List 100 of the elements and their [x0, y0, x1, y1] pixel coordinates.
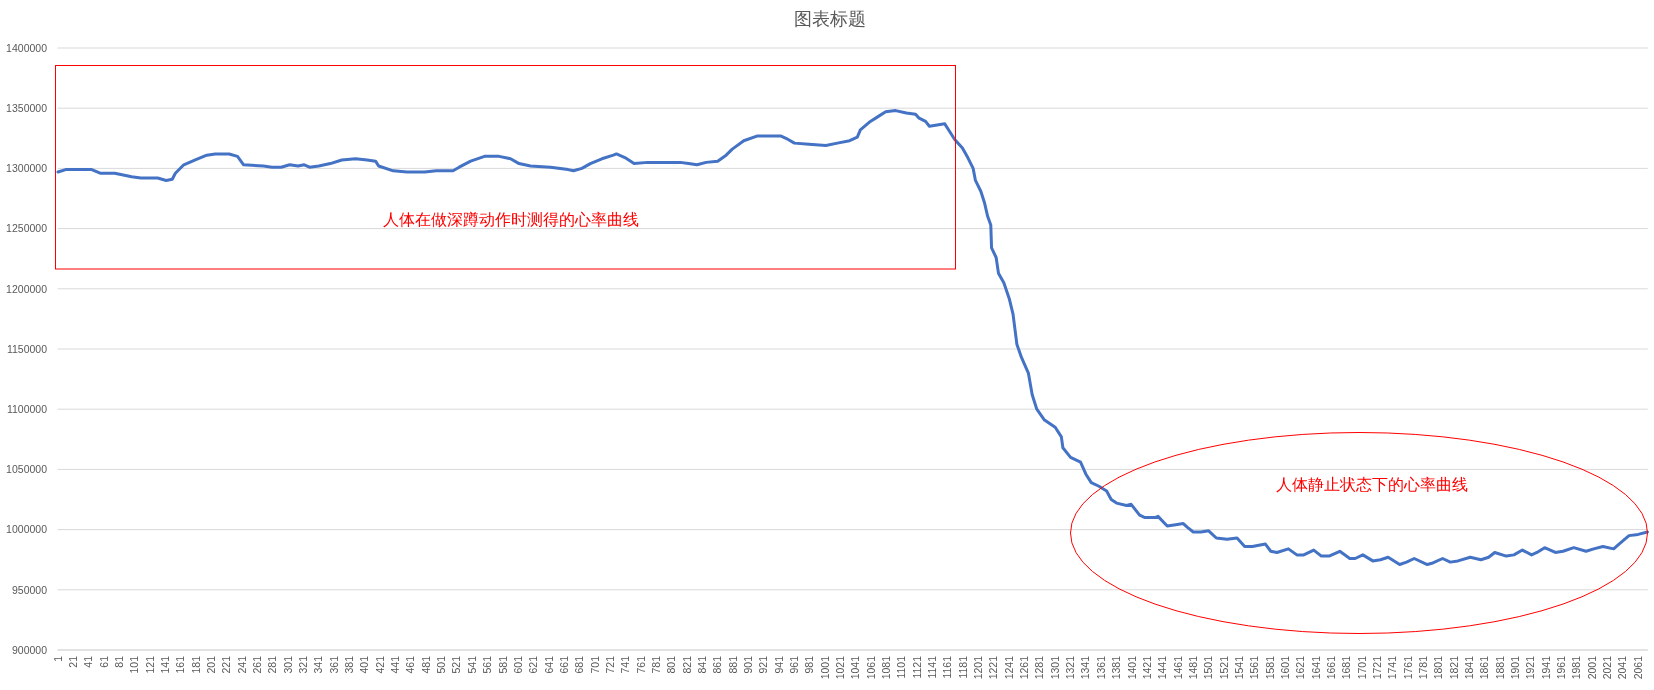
y-tick-label: 1200000 [6, 282, 48, 295]
x-tick-label: 881 [726, 655, 739, 674]
x-tick-label: 1041 [849, 655, 862, 680]
x-tick-label: 1301 [1048, 655, 1061, 680]
x-tick-label: 241 [235, 655, 248, 674]
x-tick-label: 941 [772, 655, 785, 674]
y-tick-label: 1000000 [6, 523, 48, 536]
x-tick-label: 801 [665, 655, 678, 674]
x-tick-label: 1981 [1570, 655, 1583, 680]
x-tick-label: 141 [158, 655, 171, 674]
x-tick-label: 481 [419, 655, 432, 674]
line-series [56, 109, 1649, 567]
x-tick-label: 1381 [1110, 655, 1123, 680]
y-tick-label: 900000 [11, 643, 48, 656]
x-tick-label: 921 [757, 655, 770, 674]
x-tick-label: 841 [695, 655, 708, 674]
x-tick-label: 1181 [956, 655, 969, 679]
x-tick-label: 1501 [1202, 655, 1215, 680]
y-tick-label: 1250000 [6, 222, 48, 235]
x-tick-label: 1661 [1324, 655, 1337, 680]
x-tick-label: 2061 [1631, 655, 1644, 680]
x-tick-label: 741 [619, 655, 632, 674]
x-tick-label: 781 [649, 655, 662, 674]
x-tick-label: 1 [51, 655, 64, 662]
x-tick-label: 1641 [1309, 655, 1322, 680]
x-tick-label: 1621 [1294, 655, 1307, 680]
x-tick-label: 1461 [1171, 655, 1184, 680]
x-tick-label: 321 [297, 655, 310, 674]
annotation: 人体在做深蹲动作时测得的心率曲线 [383, 211, 639, 228]
x-tick-label: 1281 [1033, 655, 1046, 680]
x-tick-label: 1821 [1447, 655, 1460, 680]
x-tick-label: 1261 [1018, 655, 1031, 680]
x-tick-label: 901 [741, 655, 754, 674]
x-tick-label: 661 [557, 655, 570, 674]
x-tick-label: 1441 [1156, 655, 1169, 680]
x-tick-label: 1341 [1079, 655, 1092, 680]
x-tick-label: 1781 [1417, 655, 1430, 680]
x-tick-label: 601 [511, 655, 524, 674]
x-tick-label: 701 [588, 655, 601, 674]
x-tick-label: 1241 [1002, 655, 1015, 680]
x-tick-label: 361 [327, 655, 340, 674]
x-tick-label: 1581 [1263, 655, 1276, 680]
x-tick-label: 281 [266, 655, 279, 674]
x-tick-label: 1201 [972, 655, 985, 680]
x-tick-label: 1921 [1524, 655, 1537, 680]
x-tick-label: 381 [343, 655, 356, 674]
x-tick-label: 2001 [1585, 655, 1598, 680]
x-tick-label: 461 [404, 655, 417, 674]
y-tick-label: 1400000 [6, 41, 48, 54]
x-tick-label: 1601 [1278, 655, 1291, 680]
chart-title: 图表标题 [794, 9, 866, 29]
x-tick-label: 1941 [1539, 655, 1552, 680]
x-tick-label: 621 [527, 655, 540, 674]
y-tick-label: 1150000 [6, 342, 48, 355]
x-tick-label: 261 [251, 655, 264, 674]
x-tick-label: 1081 [880, 655, 893, 680]
x-tick-label: 401 [358, 655, 371, 674]
x-tick-label: 1121 [910, 655, 923, 679]
x-tick-label: 541 [465, 655, 478, 674]
x-tick-label: 1721 [1371, 655, 1383, 680]
x-tick-label: 501 [435, 655, 448, 674]
x-tick-label: 641 [542, 655, 555, 674]
x-tick-label: 1481 [1186, 655, 1199, 680]
x-tick-label: 61 [97, 655, 110, 668]
x-tick-label: 1161 [941, 655, 954, 679]
x-tick-label: 41 [82, 655, 95, 668]
x-tick-label: 1221 [987, 655, 1000, 680]
x-tick-label: 561 [481, 655, 494, 674]
x-tick-label: 1861 [1478, 655, 1491, 680]
y-tick-label: 950000 [11, 583, 48, 596]
x-tick-label: 1401 [1125, 655, 1138, 680]
x-tick-label: 1101 [895, 655, 908, 679]
x-tick-label: 161 [174, 655, 187, 674]
y-tick-label: 1050000 [6, 463, 48, 476]
x-tick-label: 721 [603, 655, 616, 674]
x-tick-label: 201 [205, 655, 217, 674]
x-tick-label: 2021 [1601, 655, 1614, 680]
x-tick-label: 681 [573, 655, 586, 674]
x-tick-label: 1701 [1355, 655, 1368, 680]
x-tick-label: 821 [680, 655, 693, 674]
x-tick-label: 1141 [926, 655, 939, 679]
x-tick-label: 1881 [1493, 655, 1506, 680]
x-tick-label: 961 [788, 655, 800, 674]
x-tick-label: 761 [634, 655, 647, 674]
x-tick-label: 1761 [1401, 655, 1414, 680]
annotation: 人体静止状态下的心率曲线 [1276, 476, 1468, 493]
x-tick-label: 1321 [1064, 655, 1077, 680]
x-tick-label: 121 [143, 655, 156, 674]
x-tick-label: 441 [389, 655, 402, 674]
x-tick-label: 1541 [1232, 655, 1245, 680]
x-tick-label: 861 [711, 655, 724, 674]
y-tick-label: 1300000 [6, 162, 48, 175]
x-tick-label: 981 [803, 655, 816, 674]
y-tick-label: 1350000 [6, 102, 48, 114]
x-tick-label: 101 [128, 655, 141, 674]
x-tick-label: 1901 [1509, 655, 1522, 680]
x-tick-label: 181 [189, 655, 202, 674]
x-tick-label: 1421 [1140, 655, 1153, 680]
x-tick-label: 2041 [1616, 655, 1629, 680]
x-tick-label: 341 [312, 655, 325, 674]
